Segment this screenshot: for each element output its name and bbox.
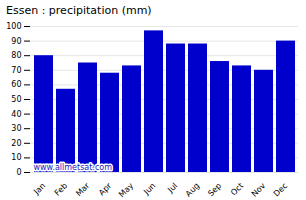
svg-text:70: 70 — [11, 66, 21, 75]
svg-text:0: 0 — [16, 168, 21, 177]
svg-text:Oct: Oct — [229, 181, 245, 197]
svg-text:40: 40 — [11, 110, 21, 119]
svg-text:Aug: Aug — [184, 181, 201, 198]
svg-text:Jun: Jun — [141, 181, 157, 197]
svg-text:60: 60 — [11, 80, 21, 89]
html-text:Essen : precipitation (mm): Essen : precipitation (mm) — [6, 4, 152, 17]
svg-text:100: 100 — [6, 22, 21, 31]
svg-text:Feb: Feb — [53, 181, 69, 197]
svg-text:Jul: Jul — [165, 181, 179, 195]
svg-text:Apr: Apr — [97, 181, 114, 198]
svg-text:Nov: Nov — [250, 181, 268, 199]
svg-text:Jan: Jan — [31, 181, 47, 197]
svg-text:30: 30 — [11, 124, 21, 133]
svg-text:May: May — [117, 181, 135, 199]
svg-text:90: 90 — [11, 37, 21, 46]
svg-text:Mar: Mar — [74, 181, 92, 199]
svg-text:50: 50 — [11, 95, 21, 104]
svg-text:80: 80 — [11, 51, 21, 60]
svg-text:20: 20 — [11, 139, 21, 148]
svg-text:10: 10 — [11, 153, 21, 162]
svg-text:www.allmetsat.com: www.allmetsat.com — [34, 163, 113, 172]
svg-text:Sep: Sep — [206, 181, 223, 198]
svg-text:Dec: Dec — [272, 181, 289, 198]
